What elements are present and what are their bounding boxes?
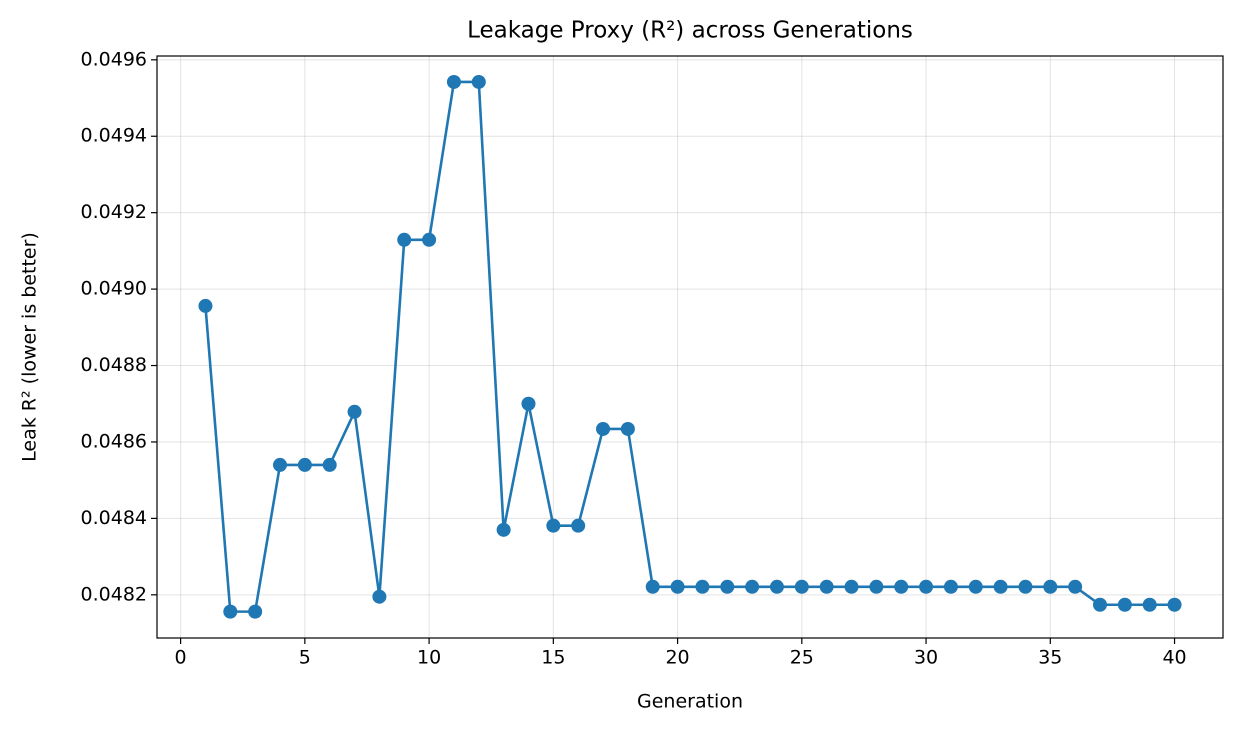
y-tick-label: 0.0490 bbox=[81, 278, 147, 300]
marker bbox=[1142, 597, 1157, 612]
marker bbox=[745, 579, 760, 594]
marker bbox=[1093, 597, 1107, 612]
line bbox=[204, 80, 1175, 613]
plot-frame bbox=[156, 55, 1224, 639]
marker bbox=[769, 579, 784, 594]
y-tick-label: 0.0488 bbox=[81, 354, 147, 376]
marker bbox=[819, 579, 834, 594]
x-tick-label: 30 bbox=[914, 647, 938, 669]
marker bbox=[894, 579, 909, 594]
marker bbox=[596, 421, 611, 436]
marker bbox=[844, 579, 859, 594]
y-tick-label: 0.0496 bbox=[81, 48, 147, 70]
marker bbox=[297, 457, 312, 472]
marker bbox=[397, 232, 412, 247]
marker bbox=[347, 404, 362, 419]
y-tick-label: 0.0486 bbox=[81, 430, 147, 452]
marker bbox=[1068, 579, 1083, 594]
marker bbox=[794, 579, 809, 594]
marker bbox=[571, 518, 586, 533]
x-tick-label: 20 bbox=[665, 647, 689, 669]
marker bbox=[1117, 597, 1132, 612]
marker bbox=[720, 579, 735, 594]
chart-title: Leakage Proxy (R²) across Generations bbox=[467, 18, 913, 44]
x-axis-label: Generation bbox=[637, 691, 743, 713]
marker bbox=[223, 604, 238, 619]
marker bbox=[546, 518, 561, 533]
x-tick-label: 35 bbox=[1038, 647, 1062, 669]
y-tick-label: 0.0484 bbox=[81, 507, 147, 529]
marker bbox=[943, 579, 958, 594]
marker bbox=[1018, 579, 1033, 594]
marker bbox=[620, 421, 635, 436]
marker bbox=[968, 579, 983, 594]
x-tick-label: 25 bbox=[790, 647, 814, 669]
x-tick-label: 5 bbox=[299, 647, 311, 669]
y-axis-label: Leak R² (lower is better) bbox=[19, 232, 41, 462]
marker bbox=[919, 579, 934, 594]
marker bbox=[496, 522, 511, 537]
x-tick-label: 0 bbox=[175, 647, 187, 669]
marker bbox=[471, 74, 486, 89]
marker bbox=[446, 74, 461, 89]
marker bbox=[248, 604, 263, 619]
marker bbox=[322, 457, 337, 472]
marker bbox=[1043, 579, 1058, 594]
x-tick-label: 15 bbox=[541, 647, 565, 669]
marker bbox=[273, 457, 287, 472]
marker bbox=[645, 579, 660, 594]
marker bbox=[869, 579, 884, 594]
marker bbox=[372, 589, 387, 604]
x-tick-label: 40 bbox=[1162, 647, 1186, 669]
marker bbox=[695, 579, 710, 594]
marker bbox=[422, 232, 437, 247]
y-tick-label: 0.0494 bbox=[81, 125, 147, 147]
marker bbox=[198, 298, 213, 313]
marker bbox=[993, 579, 1008, 594]
marker bbox=[670, 579, 685, 594]
marker bbox=[1167, 597, 1182, 612]
y-tick-label: 0.0482 bbox=[81, 583, 147, 605]
x-tick-label: 10 bbox=[417, 647, 441, 669]
marker bbox=[521, 396, 536, 411]
y-tick-label: 0.0492 bbox=[81, 201, 147, 223]
